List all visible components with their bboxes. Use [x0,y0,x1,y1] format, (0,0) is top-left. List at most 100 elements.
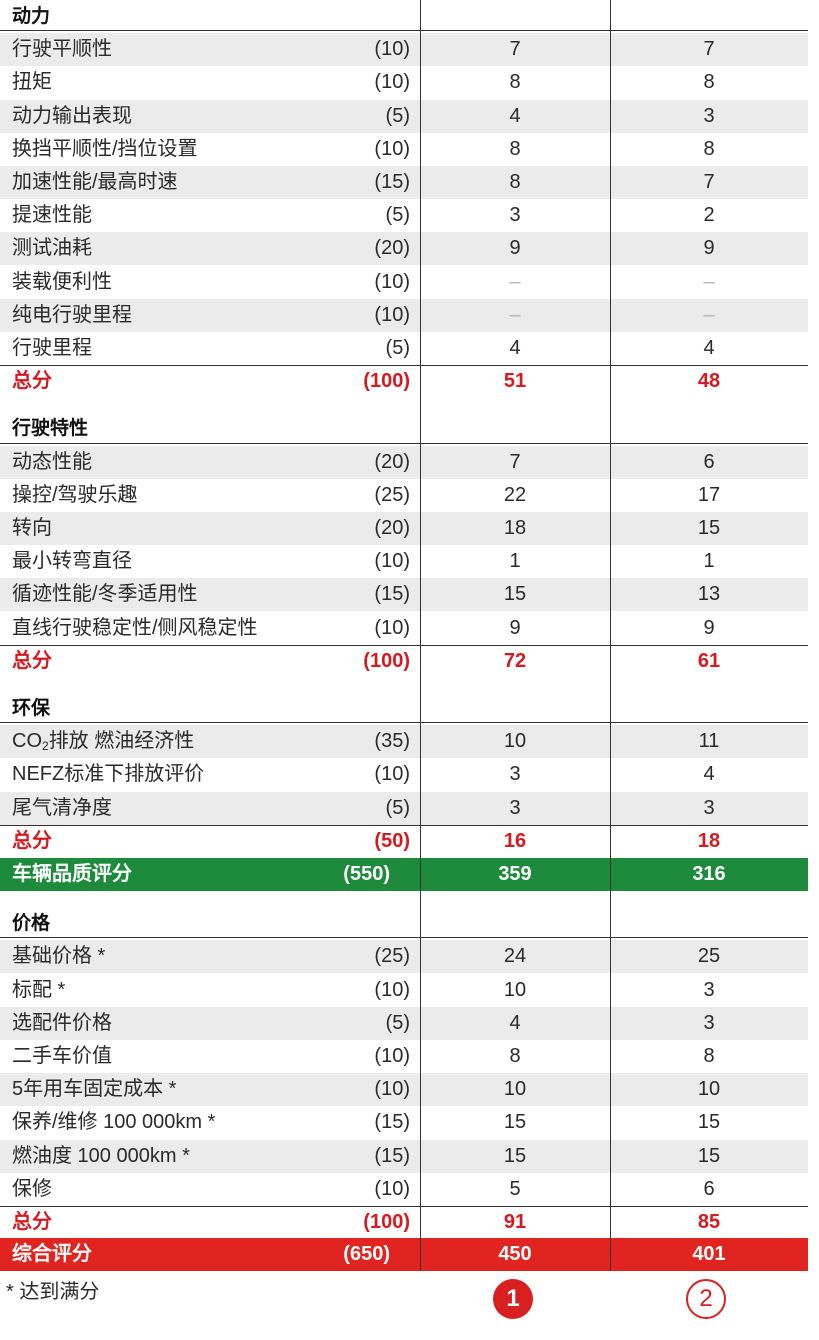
row-label: CO2排放 燃油经济性 [12,725,194,758]
max-points: (20) [374,450,410,473]
score-car-b: 9 [703,616,715,639]
score-car-b: 8 [703,1045,715,1067]
row-divider [0,722,808,724]
row-label: 标配 * [12,978,66,1001]
score-car-a: 3 [509,204,521,227]
row-label: 动态性能 [12,450,92,473]
score-car-b: 401 [692,1243,726,1266]
max-points: (25) [374,945,410,968]
label-text: CO [12,730,42,753]
score-car-a: 9 [509,237,521,260]
score-car-b: 13 [697,583,721,606]
score-car-b: 8 [703,137,715,160]
section-total-row: 总分 (100) 91 85 [0,1206,808,1239]
row-label: 总分 [12,649,52,672]
row-label: 尾气清净度 [12,796,112,819]
score-car-b: 4 [703,337,715,359]
score-car-a: 8 [509,71,521,94]
max-points: (100) [363,1211,410,1233]
table-row: 装载便利性 (10) – – [0,266,808,299]
table-row: 保养/维修 100 000km * (15) 15 15 [0,1106,808,1139]
score-car-b: 3 [703,796,715,819]
score-car-a: 24 [503,945,527,968]
score-car-b: 4 [703,763,715,786]
score-car-a: 3 [509,796,521,819]
max-points: (15) [374,583,410,606]
max-points: (10) [374,137,410,160]
max-points: (20) [374,237,410,260]
row-divider [0,644,808,646]
score-car-b: 3 [703,978,715,1001]
row-label: 动力输出表现 [12,104,132,127]
section-header: 行驶特性 [0,412,808,445]
rank-badge-car-b: 2 [686,1279,726,1319]
row-divider [0,30,808,32]
score-car-b: 7 [703,171,715,193]
row-label: 保修 [12,1177,52,1200]
max-points: (10) [374,616,410,639]
row-label: 基础价格 * [12,945,106,968]
score-car-a: 22 [503,483,527,506]
section-total-row: 总分 (100) 72 61 [0,645,808,678]
max-points: (5) [385,337,410,359]
row-label: 最小转弯直径 [12,550,132,573]
column-divider [420,0,421,1272]
row-label: 选配件价格 [12,1011,112,1034]
row-divider [0,824,808,826]
score-car-a: 7 [509,450,521,473]
score-car-a: 4 [509,1011,521,1034]
table-row: 二手车价值 (10) 8 8 [0,1040,808,1073]
score-car-b: 1 [703,550,715,573]
column-divider [610,0,611,1272]
max-points: (10) [374,763,410,786]
row-label: 加速性能/最高时速 [12,171,178,193]
max-points: (10) [374,303,410,326]
row-label: 行驶平顺性 [12,38,112,61]
max-points: (5) [385,796,410,819]
row-label: 保养/维修 100 000km * [12,1111,216,1134]
max-points: (15) [374,1111,410,1134]
score-car-a: 4 [509,104,521,127]
max-points: (15) [374,171,410,193]
max-points: (10) [374,1177,410,1200]
table-row: 动力输出表现 (5) 4 3 [0,99,808,133]
score-car-b: 7 [703,38,715,61]
quality-score-row: 车辆品质评分 (550) 359 316 [0,858,808,891]
score-car-b: 15 [697,1111,721,1134]
table-row: 扭矩 (10) 8 8 [0,66,808,99]
label-text: 排放 燃油经济性 [48,730,195,753]
max-points: (10) [374,1078,410,1101]
section-total-row: 总分 (100) 51 48 [0,365,808,398]
max-points: (550) [343,863,390,885]
table-row: 提速性能 (5) 3 2 [0,199,808,232]
section-header: 环保 [0,692,808,725]
table-row: NEFZ标准下排放评价 (10) 3 4 [0,758,808,791]
score-car-b: 6 [703,1177,715,1200]
max-points: (10) [374,38,410,61]
score-car-b: – [703,303,715,326]
score-car-a: 18 [503,517,527,539]
table-row: 转向 (20) 18 15 [0,512,808,545]
score-car-a: 4 [509,337,521,359]
score-car-a: 16 [503,829,527,852]
score-car-b: 316 [692,863,726,885]
score-car-b: 3 [703,1011,715,1034]
max-points: (25) [374,483,410,506]
score-car-a: 10 [503,730,527,753]
score-car-a: 359 [498,863,532,885]
score-car-b: 15 [697,1144,721,1167]
table-row: 尾气清净度 (5) 3 3 [0,791,808,825]
table-row: 行驶里程 (5) 4 4 [0,332,808,365]
score-car-b: 11 [698,730,720,753]
row-label: 循迹性能/冬季适用性 [12,583,198,606]
section-total-row: 总分 (50) 16 18 [0,825,808,858]
score-car-a: 5 [509,1177,521,1200]
max-points: (10) [374,978,410,1001]
score-car-b: 3 [703,104,715,127]
score-car-b: 18 [697,829,721,852]
row-divider [0,442,808,444]
score-car-a: 15 [503,1144,527,1167]
score-car-a: 8 [509,171,521,193]
score-car-a: 91 [503,1211,527,1233]
score-car-a: 10 [503,1078,527,1101]
